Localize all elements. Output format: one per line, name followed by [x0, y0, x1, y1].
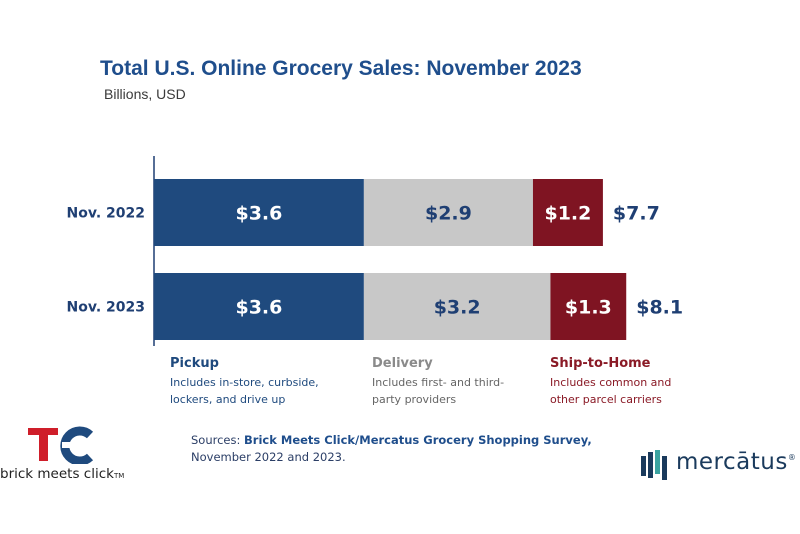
legend-pickup: Pickup Includes in-store, curbside, lock… — [170, 356, 319, 408]
bmc-tm: TM — [113, 472, 125, 480]
brick-meets-click-logo-text: brick meets clickTM — [0, 466, 124, 482]
legend-ship-desc-line: Includes common and — [550, 376, 672, 389]
sources-bold: Brick Meets Click/Mercatus Grocery Shopp… — [244, 433, 592, 447]
total-label: $7.7 — [613, 203, 660, 225]
legend-ship-desc-line: other parcel carriers — [550, 393, 662, 406]
legend-pickup-desc: Includes in-store, curbside, lockers, an… — [170, 374, 319, 408]
legend-pickup-name: Pickup — [170, 356, 219, 371]
legend-delivery-desc-line: party providers — [372, 393, 457, 406]
legend-delivery-name: Delivery — [372, 356, 433, 371]
legend-pickup-desc-line: lockers, and drive up — [170, 393, 286, 406]
data-label: $3.2 — [434, 297, 481, 319]
bar-segment-ship-to-home — [550, 273, 627, 340]
data-label: $3.6 — [235, 297, 282, 319]
bar-segment-pickup — [154, 179, 364, 246]
sources-prefix: Sources: — [191, 433, 245, 447]
bmc-name: brick meets click — [0, 466, 114, 482]
chart-subtitle: Billions, USD — [104, 86, 186, 102]
mercatus-reg: ® — [787, 453, 797, 462]
category-label: Nov. 2022 — [67, 206, 145, 222]
sources-note: Sources: Brick Meets Click/Mercatus Groc… — [191, 432, 592, 466]
data-label: $3.6 — [235, 203, 282, 225]
legend-ship-desc: Includes common and other parcel carrier… — [550, 374, 671, 408]
brick-meets-click-logo-icon — [28, 426, 94, 464]
legend-ship-to-home: Ship-to-Home Includes common and other p… — [550, 356, 671, 408]
legend-pickup-desc-line: Includes in-store, curbside, — [170, 376, 319, 389]
category-label: Nov. 2023 — [67, 300, 145, 316]
chart-title: Total U.S. Online Grocery Sales: Novembe… — [100, 57, 582, 80]
bar-segment-ship-to-home — [532, 179, 603, 246]
sources-line2: November 2022 and 2023. — [191, 450, 346, 464]
data-label: $1.2 — [544, 203, 591, 225]
legend-ship-name: Ship-to-Home — [550, 356, 651, 371]
legend-delivery: Delivery Includes first- and third- part… — [372, 356, 504, 408]
legend-delivery-desc: Includes first- and third- party provide… — [372, 374, 504, 408]
mercatus-name: mercātus — [676, 449, 788, 475]
bar-segment-pickup — [154, 273, 364, 340]
data-label: $2.9 — [425, 203, 472, 225]
legend-delivery-desc-line: Includes first- and third- — [372, 376, 505, 389]
mercatus-logo-icon — [641, 450, 667, 480]
bar-segment-delivery — [363, 273, 551, 340]
data-label: $1.3 — [565, 297, 612, 319]
total-label: $8.1 — [636, 297, 683, 319]
bar-segment-delivery — [363, 179, 533, 246]
mercatus-logo-text: mercātus® — [676, 449, 796, 475]
